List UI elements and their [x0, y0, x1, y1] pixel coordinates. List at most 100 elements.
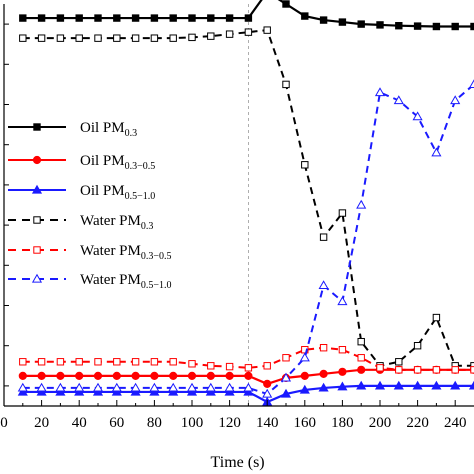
data-point — [150, 34, 159, 42]
data-point — [244, 14, 253, 22]
data-point — [149, 382, 160, 392]
data-point — [188, 360, 196, 368]
data-point — [130, 382, 141, 392]
data-point — [338, 209, 347, 217]
data-point — [300, 371, 309, 380]
data-point — [32, 155, 42, 165]
x-axis-title: Time (s) — [211, 454, 265, 471]
data-point — [168, 382, 179, 392]
legend-item: Oil PM0.3 — [8, 120, 137, 139]
data-point — [187, 371, 197, 380]
data-point — [468, 79, 474, 89]
data-point — [243, 382, 254, 392]
data-point — [224, 382, 235, 392]
x-tick-label: 240 — [444, 415, 467, 431]
data-point — [376, 21, 384, 29]
data-point — [299, 352, 310, 362]
data-point — [169, 14, 177, 22]
data-point — [319, 16, 328, 24]
data-point — [413, 342, 422, 350]
data-point — [150, 14, 159, 22]
data-point — [93, 371, 103, 380]
legend-label: Oil PM0.3 — [80, 120, 137, 139]
x-tick-label: 0 — [0, 415, 8, 431]
data-point — [282, 354, 290, 362]
data-point — [299, 384, 310, 394]
data-point — [19, 34, 27, 42]
data-point — [356, 199, 367, 209]
data-point — [37, 371, 46, 380]
x-tick-label: 20 — [34, 415, 49, 431]
data-point — [188, 14, 196, 22]
data-point — [301, 161, 309, 169]
data-point — [244, 28, 253, 36]
data-point — [31, 273, 43, 283]
data-point — [225, 14, 234, 22]
data-point — [451, 22, 459, 31]
data-point — [131, 358, 140, 366]
data-point — [205, 382, 216, 392]
data-point — [169, 358, 177, 366]
data-point — [319, 344, 328, 352]
data-point — [263, 379, 272, 388]
legend: Oil PM0.3 Oil PM0.3−0.5 Oil PM0.5−1.0 Water… — [8, 120, 172, 291]
data-point — [31, 184, 43, 194]
data-point — [150, 371, 159, 380]
data-point — [225, 30, 234, 38]
data-point — [131, 34, 140, 42]
data-point — [36, 382, 47, 392]
data-point — [113, 34, 121, 42]
data-point — [412, 111, 423, 121]
x-tick-label: 80 — [147, 415, 162, 431]
data-point — [169, 371, 178, 380]
data-point — [374, 380, 386, 390]
data-point — [131, 371, 140, 380]
legend-item: Oil PM0.5−1.0 — [8, 183, 155, 202]
legend-label: Water PM0.3−0.5 — [80, 243, 172, 262]
data-point — [19, 358, 27, 366]
data-point — [225, 371, 234, 380]
data-point — [432, 313, 441, 322]
data-point — [19, 14, 27, 22]
data-point — [395, 366, 403, 374]
legend-label: Water PM0.3 — [80, 213, 153, 232]
data-point — [131, 14, 140, 22]
data-point — [431, 147, 442, 157]
axes: 0 20 40 60 80 100 120 140 160 180 200 220 240 — [0, 4, 474, 431]
data-point — [413, 366, 422, 374]
data-point — [337, 296, 348, 306]
x-tick-label: 60 — [109, 415, 124, 431]
data-point — [207, 362, 215, 370]
data-point — [33, 216, 41, 224]
data-point — [37, 14, 46, 22]
data-point — [56, 358, 65, 366]
data-point — [357, 337, 365, 346]
series-2 — [17, 380, 474, 406]
data-point — [94, 14, 102, 22]
data-point — [186, 382, 198, 392]
data-point — [92, 382, 104, 392]
x-tick-label: 200 — [369, 415, 392, 431]
data-point — [94, 34, 102, 42]
data-point — [169, 34, 177, 42]
data-point — [206, 371, 215, 380]
data-point — [374, 87, 386, 97]
legend-label: Water PM0.5−1.0 — [80, 272, 172, 291]
data-point — [357, 20, 365, 28]
data-point — [282, 0, 290, 8]
data-point — [56, 14, 65, 22]
data-point — [432, 366, 441, 374]
legend-item: Water PM0.3 — [8, 213, 153, 232]
data-point — [431, 380, 442, 390]
data-point — [56, 371, 65, 380]
data-point — [356, 380, 367, 390]
x-tick-label: 220 — [406, 415, 429, 431]
x-tick-label: 120 — [218, 415, 241, 431]
data-point — [74, 382, 85, 392]
data-point — [56, 34, 65, 42]
data-point — [319, 369, 328, 378]
data-point — [244, 371, 253, 380]
legend-item: Water PM0.3−0.5 — [8, 243, 172, 262]
data-point — [113, 14, 121, 22]
x-tick-label: 160 — [294, 415, 317, 431]
